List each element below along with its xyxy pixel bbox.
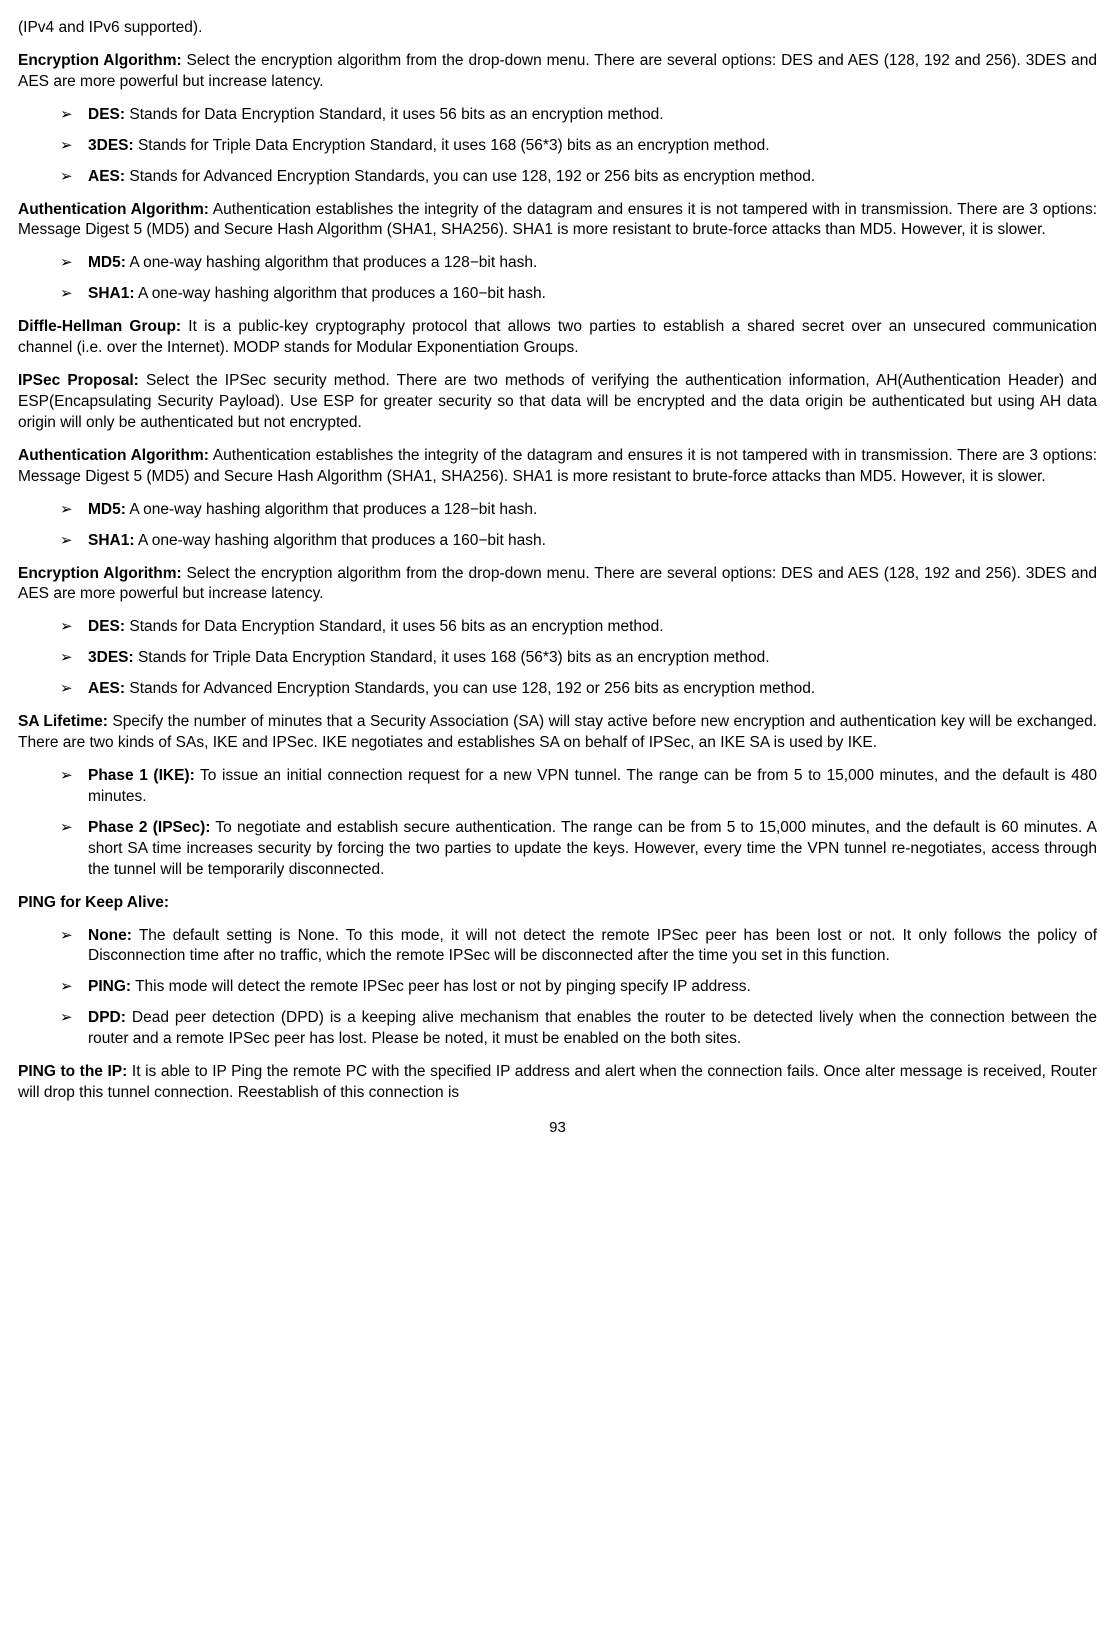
auth-list-1: MD5: A one-way hashing algorithm that pr… — [18, 253, 1097, 305]
list-item: DES: Stands for Data Encryption Standard… — [60, 617, 1097, 638]
list-item: 3DES: Stands for Triple Data Encryption … — [60, 136, 1097, 157]
item-term: Phase 1 (IKE): — [88, 767, 195, 784]
item-desc: A one-way hashing algorithm that produce… — [126, 254, 537, 271]
list-item: MD5: A one-way hashing algorithm that pr… — [60, 500, 1097, 521]
item-desc: Stands for Data Encryption Standard, it … — [125, 106, 664, 123]
item-desc: Stands for Triple Data Encryption Standa… — [134, 137, 770, 154]
item-term: PING: — [88, 978, 131, 995]
list-item: DES: Stands for Data Encryption Standard… — [60, 105, 1097, 126]
ipsec-body: Select the IPSec security method. There … — [18, 372, 1097, 431]
item-term: SHA1: — [88, 532, 135, 549]
item-desc: A one-way hashing algorithm that produce… — [135, 285, 546, 302]
ping-keepalive-lead: PING for Keep Alive: — [18, 894, 169, 911]
list-item: DPD: Dead peer detection (DPD) is a keep… — [60, 1008, 1097, 1050]
list-item: SHA1: A one-way hashing algorithm that p… — [60, 531, 1097, 552]
page-number: 93 — [18, 1118, 1097, 1138]
list-item: Phase 2 (IPSec): To negotiate and establ… — [60, 818, 1097, 881]
sa-lead: SA Lifetime: — [18, 713, 108, 730]
item-term: SHA1: — [88, 285, 135, 302]
item-term: MD5: — [88, 501, 126, 518]
sa-body: Specify the number of minutes that a Sec… — [18, 713, 1097, 751]
list-item: SHA1: A one-way hashing algorithm that p… — [60, 284, 1097, 305]
auth-alg-lead: Authentication Algorithm: — [18, 201, 209, 218]
item-term: Phase 2 (IPSec): — [88, 819, 210, 836]
auth-alg-lead-2: Authentication Algorithm: — [18, 447, 209, 464]
item-desc: Stands for Data Encryption Standard, it … — [125, 618, 664, 635]
item-term: AES: — [88, 168, 125, 185]
item-term: DES: — [88, 618, 125, 635]
list-item: PING: This mode will detect the remote I… — [60, 977, 1097, 998]
item-desc: Stands for Advanced Encryption Standards… — [125, 168, 815, 185]
auth-alg-para-2: Authentication Algorithm: Authentication… — [18, 446, 1097, 488]
list-item: None: The default setting is None. To th… — [60, 926, 1097, 968]
enc-alg-para: Encryption Algorithm: Select the encrypt… — [18, 51, 1097, 93]
item-term: 3DES: — [88, 137, 134, 154]
ipsec-para: IPSec Proposal: Select the IPSec securit… — [18, 371, 1097, 434]
auth-list-2: MD5: A one-way hashing algorithm that pr… — [18, 500, 1097, 552]
enc-list-2: DES: Stands for Data Encryption Standard… — [18, 617, 1097, 700]
ipsec-lead: IPSec Proposal: — [18, 372, 139, 389]
ping-list: None: The default setting is None. To th… — [18, 926, 1097, 1051]
item-desc: The default setting is None. To this mod… — [88, 927, 1097, 965]
intro-line: (IPv4 and IPv6 supported). — [18, 18, 1097, 39]
enc-list-1: DES: Stands for Data Encryption Standard… — [18, 105, 1097, 188]
ping-keepalive-para: PING for Keep Alive: — [18, 893, 1097, 914]
item-term: DPD: — [88, 1009, 126, 1026]
item-desc: A one-way hashing algorithm that produce… — [126, 501, 537, 518]
item-desc: Stands for Advanced Encryption Standards… — [125, 680, 815, 697]
item-desc: This mode will detect the remote IPSec p… — [131, 978, 751, 995]
list-item: 3DES: Stands for Triple Data Encryption … — [60, 648, 1097, 669]
item-term: None: — [88, 927, 132, 944]
sa-para: SA Lifetime: Specify the number of minut… — [18, 712, 1097, 754]
list-item: MD5: A one-way hashing algorithm that pr… — [60, 253, 1097, 274]
item-term: MD5: — [88, 254, 126, 271]
enc-alg-lead-2: Encryption Algorithm: — [18, 565, 182, 582]
item-term: AES: — [88, 680, 125, 697]
auth-alg-para-1: Authentication Algorithm: Authentication… — [18, 200, 1097, 242]
enc-alg-para-2: Encryption Algorithm: Select the encrypt… — [18, 564, 1097, 606]
item-desc: To negotiate and establish secure authen… — [88, 819, 1097, 878]
item-desc: Dead peer detection (DPD) is a keeping a… — [88, 1009, 1097, 1047]
item-term: DES: — [88, 106, 125, 123]
pingip-lead: PING to the IP: — [18, 1063, 127, 1080]
enc-alg-lead: Encryption Algorithm: — [18, 52, 182, 69]
dh-lead: Diffle-Hellman Group: — [18, 318, 181, 335]
list-item: AES: Stands for Advanced Encryption Stan… — [60, 167, 1097, 188]
item-desc: To issue an initial connection request f… — [88, 767, 1097, 805]
item-desc: Stands for Triple Data Encryption Standa… — [134, 649, 770, 666]
list-item: AES: Stands for Advanced Encryption Stan… — [60, 679, 1097, 700]
dh-para: Diffle-Hellman Group: It is a public-key… — [18, 317, 1097, 359]
item-desc: A one-way hashing algorithm that produce… — [135, 532, 546, 549]
pingip-body: It is able to IP Ping the remote PC with… — [18, 1063, 1097, 1101]
item-term: 3DES: — [88, 649, 134, 666]
sa-list: Phase 1 (IKE): To issue an initial conne… — [18, 766, 1097, 881]
pingip-para: PING to the IP: It is able to IP Ping th… — [18, 1062, 1097, 1104]
list-item: Phase 1 (IKE): To issue an initial conne… — [60, 766, 1097, 808]
